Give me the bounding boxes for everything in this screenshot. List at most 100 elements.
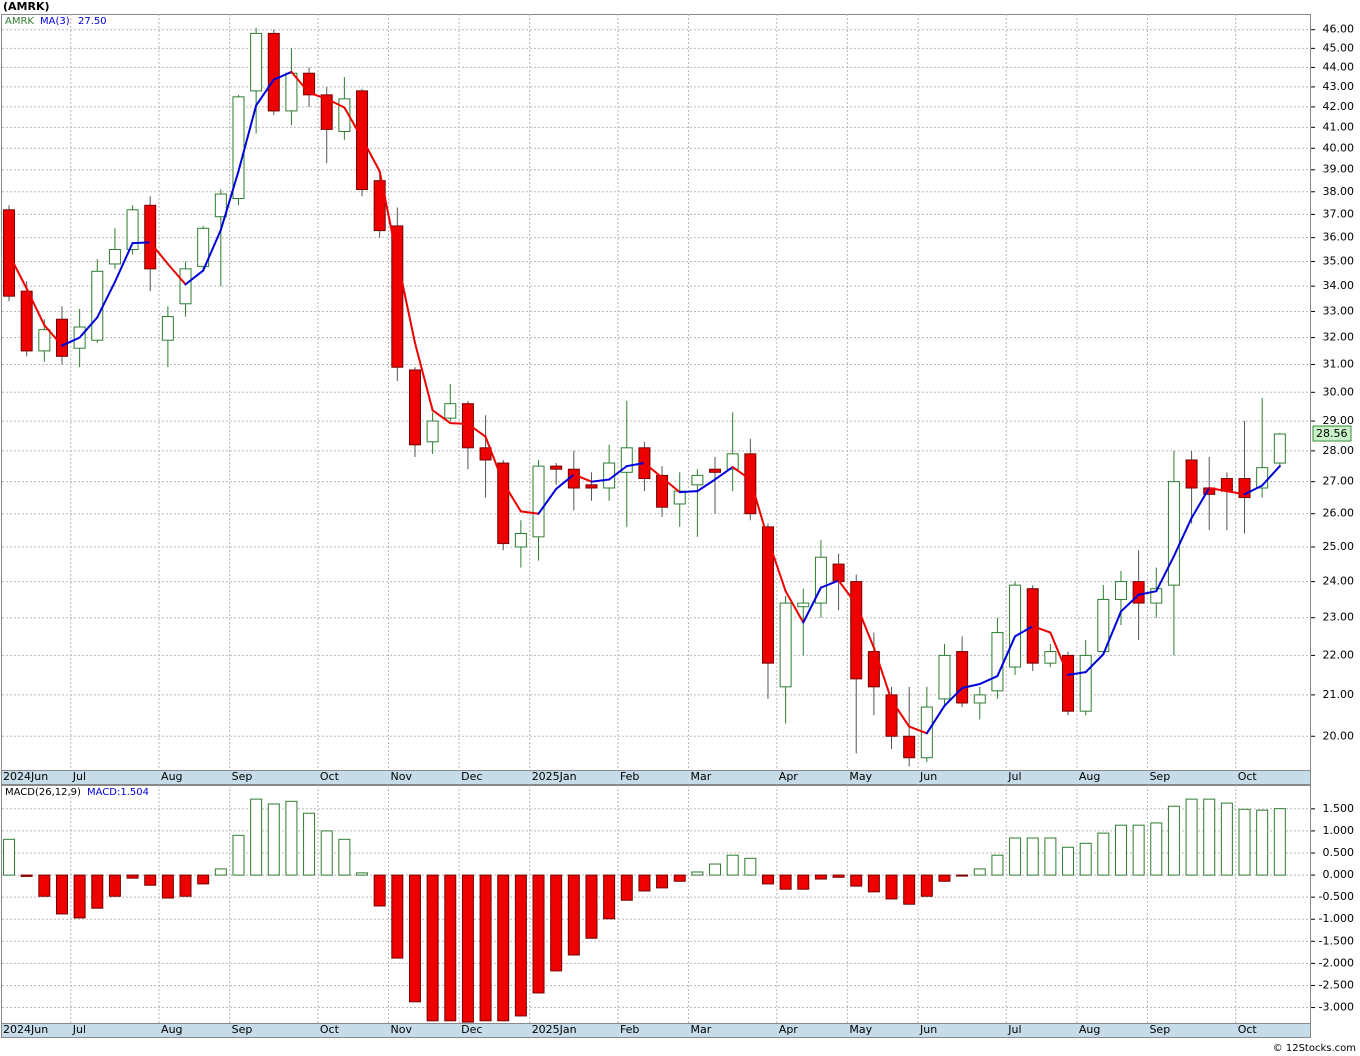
candle-body	[585, 484, 598, 489]
candle-body	[126, 209, 139, 251]
ma-segment	[78, 316, 99, 339]
candle-body	[108, 249, 121, 265]
candle-body	[1273, 433, 1286, 464]
macd-bar	[1256, 809, 1269, 876]
x-tick-label: Sep	[232, 1023, 253, 1036]
candle-body	[320, 94, 333, 130]
candle-body	[1114, 581, 1127, 600]
candle-body	[391, 225, 404, 368]
x-tick-label: 2024Jun	[3, 770, 48, 783]
x-tick-label: Aug	[161, 1023, 182, 1036]
macd-bar	[638, 874, 651, 892]
x-tick-label: Dec	[461, 1023, 482, 1036]
macd-bar	[338, 838, 351, 876]
macd-bar	[408, 874, 421, 1003]
candle-body	[691, 474, 704, 486]
candle-body	[832, 563, 845, 583]
ma-segment	[696, 478, 717, 493]
ma-segment	[908, 725, 928, 735]
macd-bar	[779, 874, 792, 890]
macd-bar	[761, 874, 774, 885]
macd-bar	[1062, 846, 1075, 876]
x-tick-label: Sep	[1149, 770, 1170, 783]
macd-bar	[179, 874, 192, 897]
x-tick-label: Oct	[1238, 1023, 1258, 1036]
x-tick-label: Feb	[620, 1023, 639, 1036]
legend-ticker: AMRK	[5, 16, 34, 27]
candle-body	[761, 526, 774, 664]
ma-segment	[731, 466, 752, 481]
ma-segment	[413, 341, 434, 412]
ma-segment	[219, 170, 240, 231]
macd-bar	[426, 874, 439, 1022]
ma-segment	[890, 699, 911, 728]
y-tick-label: 43.00	[1323, 80, 1355, 93]
candle-body	[1097, 598, 1110, 653]
x-tick-label: Apr	[779, 1023, 799, 1036]
y-tick-label: -2.500	[1319, 978, 1354, 991]
chart-title: (AMRK)	[3, 0, 50, 13]
macd-bar	[108, 874, 121, 897]
macd-bar	[885, 874, 898, 900]
x-tick-label: Dec	[461, 770, 482, 783]
x-tick-label: Jul	[1007, 1023, 1021, 1036]
legend-macd-value: MACD:1.504	[87, 787, 149, 798]
macd-bar	[1238, 808, 1251, 876]
ma-segment	[519, 510, 540, 515]
ma-segment	[643, 462, 664, 479]
candle-body	[20, 290, 33, 352]
ma-segment	[961, 683, 981, 690]
ma-segment	[308, 91, 328, 100]
candle-body	[285, 72, 298, 112]
macd-bar	[303, 812, 316, 876]
x-tick-label: Sep	[232, 770, 253, 783]
x-tick-label: Nov	[391, 1023, 413, 1036]
ma-segment	[343, 106, 364, 140]
ma-segment	[184, 269, 205, 286]
ma-segment	[925, 704, 946, 735]
macd-bar	[832, 874, 845, 878]
date-strip	[1, 770, 1311, 785]
macd-panel	[1, 785, 1311, 1024]
macd-bar	[1132, 824, 1145, 876]
macd-bar	[603, 874, 616, 920]
y-tick-label: 28.00	[1323, 444, 1355, 457]
legend-ma-value: 27.50	[78, 16, 107, 27]
macd-bar	[1203, 798, 1216, 876]
macd-bar	[620, 874, 633, 901]
ma-segment	[996, 635, 1017, 678]
candle-body	[444, 403, 457, 419]
ma-segment	[272, 70, 293, 81]
ma-segment	[714, 466, 734, 481]
x-tick-label: Jul	[72, 1023, 86, 1036]
y-tick-label: 36.00	[1323, 231, 1355, 244]
x-tick-label: Feb	[620, 770, 639, 783]
y-tick-label: 22.00	[1323, 648, 1355, 661]
ma-segment	[25, 287, 46, 327]
macd-bar	[73, 874, 86, 919]
macd-bar	[903, 874, 916, 905]
ma-segment	[113, 242, 134, 283]
date-strip	[1, 1023, 1311, 1038]
ma-segment	[396, 258, 416, 344]
candle-body	[991, 632, 1004, 692]
macd-bar	[3, 838, 16, 876]
ma-segment	[625, 462, 646, 468]
macd-bar	[744, 857, 757, 876]
ma-segment	[749, 478, 769, 541]
macd-bar	[656, 874, 669, 889]
candle-body	[532, 465, 545, 538]
macd-bar	[991, 854, 1004, 876]
macd-bar	[1097, 832, 1110, 876]
y-tick-label: 41.00	[1323, 120, 1355, 133]
macd-bar	[814, 874, 827, 880]
candle-body	[144, 204, 157, 270]
y-tick-label: 0.000	[1323, 868, 1355, 881]
ma-segment	[784, 590, 805, 624]
candle-body	[956, 651, 969, 704]
y-tick-label: 45.00	[1323, 41, 1355, 54]
ma-segment	[1049, 631, 1070, 676]
ma-segment	[855, 603, 875, 649]
macd-bar	[250, 798, 263, 876]
macd-bar	[391, 874, 404, 959]
